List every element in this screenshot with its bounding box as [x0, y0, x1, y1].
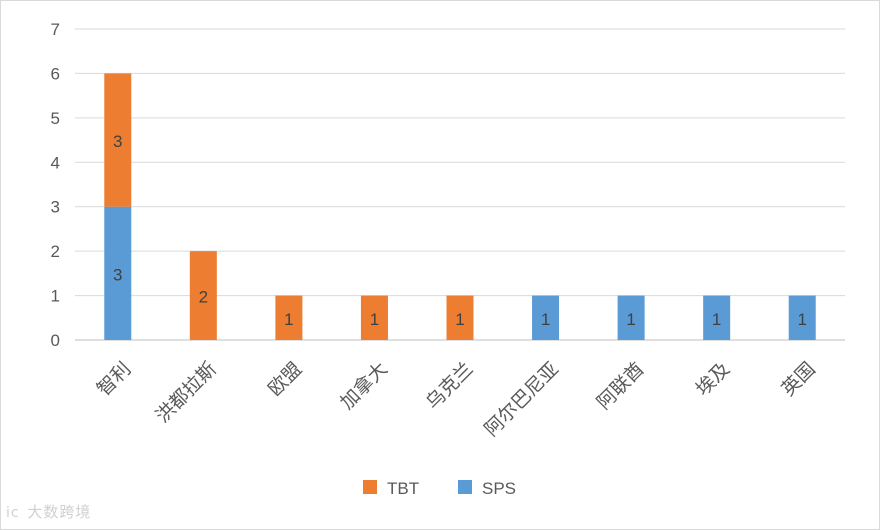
bar-segment-tbt: [446, 295, 474, 340]
x-tick-label: 洪都拉斯: [152, 358, 221, 427]
watermark: ic 大数跨境: [6, 501, 91, 522]
y-tick-label: 3: [51, 198, 60, 217]
bars: 3 3 2 1 1 1 1 1 1 1: [104, 73, 816, 340]
x-tick-label: 加拿大: [335, 357, 392, 414]
y-tick-label: 5: [51, 109, 60, 128]
y-tick-label: 2: [51, 242, 60, 261]
x-axis-ticks: 智利 洪都拉斯 欧盟 加拿大 乌克兰 阿尔巴尼亚 阿联酋 埃及 英国: [93, 357, 820, 440]
y-tick-label: 0: [51, 331, 60, 350]
bar-segment-sps: [104, 206, 132, 340]
data-label: 2: [199, 288, 208, 307]
data-label: 3: [113, 265, 122, 284]
data-label: 3: [113, 132, 122, 151]
legend-swatch-tbt: [363, 480, 377, 494]
legend-swatch-sps: [458, 480, 472, 494]
bar-segment-tbt: [104, 73, 132, 207]
x-tick-label: 英国: [777, 358, 819, 400]
y-tick-label: 4: [51, 153, 60, 172]
data-label: 1: [541, 310, 550, 329]
bar-segment-tbt: [360, 295, 388, 340]
y-tick-label: 7: [51, 20, 60, 39]
data-label: 1: [455, 310, 464, 329]
bar-segment-tbt: [189, 251, 217, 340]
bar-segment-tbt: [275, 295, 303, 340]
x-tick-label: 埃及: [692, 358, 734, 400]
legend: TBT SPS: [363, 479, 516, 498]
data-label: 1: [370, 310, 379, 329]
bar-segment-sps: [532, 295, 560, 340]
x-tick-label: 阿联酋: [593, 358, 649, 414]
x-tick-label: 乌克兰: [422, 358, 478, 414]
y-tick-label: 6: [51, 64, 60, 83]
bar-segment-sps: [703, 295, 731, 340]
data-label: 1: [626, 310, 635, 329]
y-axis-ticks: 0 1 2 3 4 5 6 7: [51, 20, 60, 350]
x-tick-label: 欧盟: [264, 358, 306, 400]
watermark-logo-icon: ic: [6, 505, 20, 521]
data-label: 1: [284, 310, 293, 329]
data-label: 1: [712, 310, 721, 329]
bar-segment-sps: [788, 295, 816, 340]
bar-segment-sps: [617, 295, 645, 340]
data-label: 1: [797, 310, 806, 329]
x-tick-label: 智利: [93, 358, 135, 400]
x-tick-label: 阿尔巴尼亚: [480, 358, 563, 441]
legend-label-sps: SPS: [482, 479, 516, 498]
y-tick-label: 1: [51, 287, 60, 306]
watermark-text: 大数跨境: [27, 503, 92, 521]
legend-label-tbt: TBT: [387, 479, 419, 498]
